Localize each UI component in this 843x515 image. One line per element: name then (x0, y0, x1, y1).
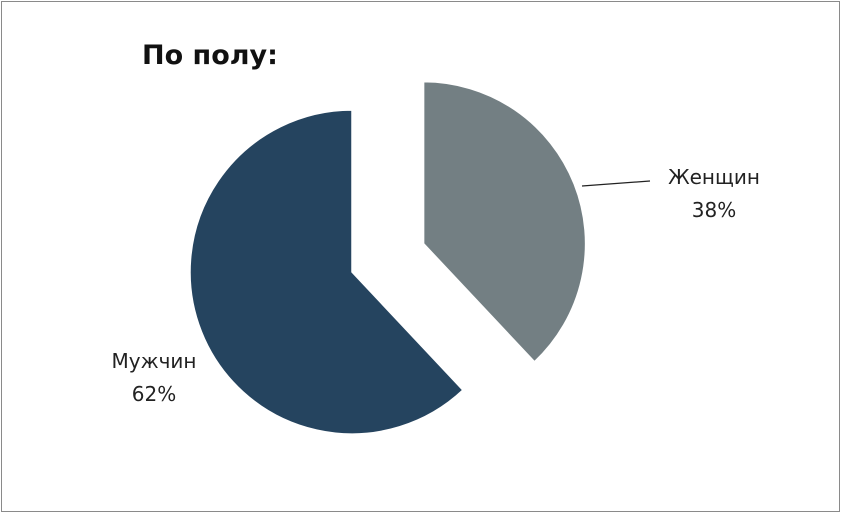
slice-value-label-2: 62% (132, 382, 176, 406)
pie-slices (189, 80, 587, 435)
slice-value-label-1: 38% (692, 198, 736, 222)
leader-line-1 (581, 180, 651, 187)
slice-label-1: Женщин (668, 165, 760, 189)
pie-slice-1 (422, 80, 587, 363)
pie-labels: Женщин 38% Мужчин 62% (112, 165, 760, 406)
slice-label-2: Мужчин (112, 349, 197, 373)
chart-title: По полу: (142, 40, 278, 71)
pie-slice-2 (189, 109, 464, 435)
